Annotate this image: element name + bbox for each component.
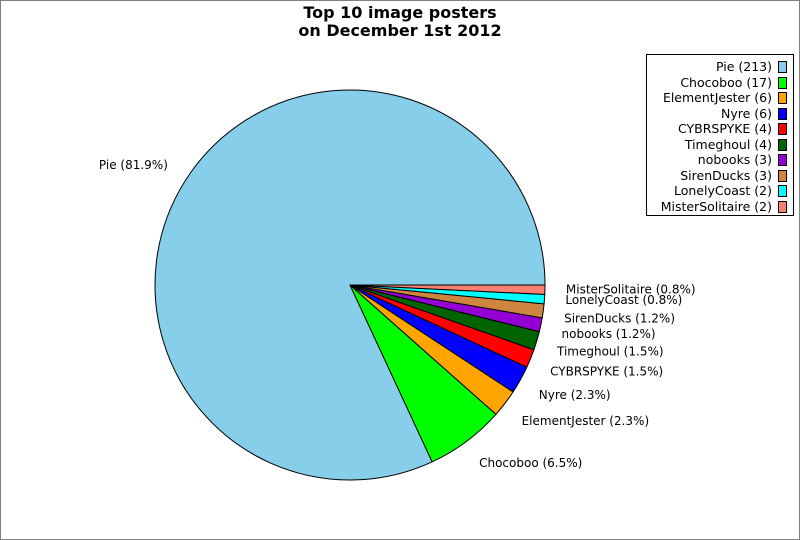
legend-swatch — [778, 92, 787, 104]
slice-label-mistersolitaire: MisterSolitaire (0.8%) — [566, 283, 696, 297]
chart-title-line-1: Top 10 image posters — [303, 3, 497, 22]
legend-swatch — [778, 138, 787, 151]
slice-label-cybrspyke: CYBRSPYKE (1.5%) — [550, 364, 663, 378]
slice-label-nobooks: nobooks (1.2%) — [562, 327, 656, 341]
slice-label-elementjester: ElementJester (2.3%) — [522, 414, 650, 428]
legend-item-nobooks: nobooks (3) — [647, 152, 793, 167]
legend-item-timeghoul: Timeghoul (4) — [647, 137, 793, 152]
legend-label: MisterSolitaire (2) — [660, 198, 772, 214]
legend-label: Nyre (6) — [721, 105, 772, 121]
chart-legend: Pie (213) Chocoboo (17) ElementJester (6) N… — [646, 54, 794, 216]
legend-item-chocoboo: Chocoboo (17) — [647, 75, 793, 90]
legend-item-pie: Pie (213) — [647, 59, 793, 74]
slice-label-chocoboo: Chocoboo (6.5%) — [479, 456, 582, 470]
legend-swatch — [778, 154, 787, 166]
legend-label: nobooks (3) — [697, 152, 772, 167]
legend-label: Pie (213) — [715, 59, 772, 74]
pie-slice-mistersolitaire — [349, 284, 546, 295]
legend-label: LonelyCoast (2) — [673, 183, 772, 198]
legend-item-lonelycoast: LonelyCoast (2) — [647, 183, 793, 198]
legend-item-sirenducks: SirenDucks (3) — [647, 168, 793, 183]
slice-label-sirenducks: SirenDucks (1.2%) — [564, 311, 675, 325]
legend-item-nyre: Nyre (6) — [647, 106, 793, 121]
legend-item-cybrspyke: CYBRSPYKE (4) — [647, 121, 793, 136]
legend-swatch — [778, 185, 787, 197]
slice-label-pie: Pie (81.9%) — [99, 158, 168, 172]
slice-label-nyre: Nyre (2.3%) — [539, 388, 611, 402]
legend-swatch — [778, 107, 787, 120]
slice-label-lonelycoast: LonelyCoast (0.8%) — [565, 293, 682, 307]
legend-label: SirenDucks (3) — [680, 167, 772, 183]
legend-label: ElementJester (6) — [662, 90, 772, 105]
legend-label: Chocoboo (17) — [680, 74, 772, 90]
slice-label-timeghoul: Timeghoul (1.5%) — [556, 345, 664, 359]
legend-label: Timeghoul (4) — [684, 136, 772, 152]
legend-swatch — [778, 200, 787, 213]
legend-swatch — [778, 76, 787, 89]
legend-item-elementjester: ElementJester (6) — [647, 90, 793, 105]
legend-item-mistersolitaire: MisterSolitaire (2) — [647, 199, 793, 214]
chart-title-line-2: on December 1st 2012 — [298, 21, 502, 40]
legend-label: CYBRSPYKE (4) — [677, 121, 772, 136]
legend-swatch — [778, 169, 787, 182]
legend-swatch — [778, 61, 787, 73]
legend-swatch — [778, 123, 787, 135]
